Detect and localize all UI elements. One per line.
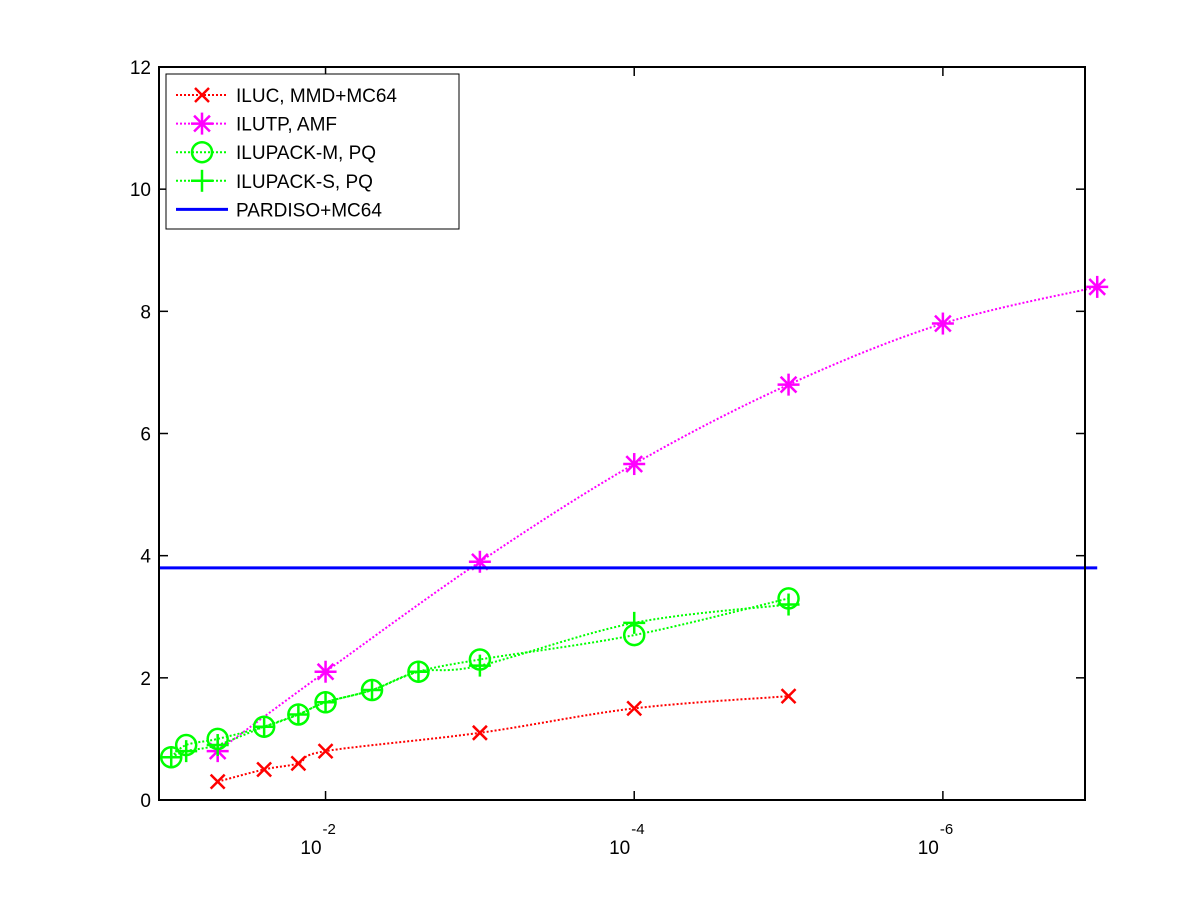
data-point-iluc-mmd-mc64 (626, 700, 643, 717)
series-line-iluc-mmd-mc64 (217, 695, 789, 783)
data-point-ilupack-s-pq (175, 740, 198, 763)
legend-marker (191, 112, 213, 135)
asterisk-stroke (779, 375, 798, 394)
asterisk-stroke (193, 114, 211, 133)
data-point-iluc-mmd-mc64 (780, 688, 797, 705)
x-tick-label-exponent: -4 (631, 821, 644, 838)
data-point-ilupack-s-pq (206, 734, 229, 757)
data-point-ilupack-s-pq (777, 593, 800, 616)
data-point-ilupack-s-pq (623, 611, 646, 634)
x-tick-label-exponent: -2 (323, 821, 336, 838)
data-point-iluc-mmd-mc64 (209, 773, 226, 790)
y-tick-label: 0 (140, 791, 151, 812)
data-point-iluc-mmd-mc64 (290, 755, 307, 772)
x-mark-stroke (317, 743, 334, 760)
x-mark-stroke (256, 761, 273, 778)
x-tick-label-exponent: -6 (940, 821, 953, 838)
x-mark-stroke (626, 700, 643, 717)
y-tick-label: 10 (130, 180, 151, 201)
legend-marker (191, 169, 213, 192)
legend: ILUC, MMD+MC64 ILUTP, AMF ILUPACK-M, PQ ILU… (165, 73, 460, 230)
asterisk-stroke (1088, 278, 1107, 296)
y-tick-label: 6 (140, 425, 151, 446)
data-point-ilupack-s-pq (468, 654, 491, 677)
data-point-iluc-mmd-mc64 (317, 743, 334, 760)
data-point-ilupack-s-pq (407, 660, 430, 683)
data-point-ilupack-s-pq (314, 691, 337, 714)
x-mark-stroke (472, 724, 488, 741)
data-point-ilupack-s-pq (361, 679, 384, 702)
y-tick-label: 12 (130, 58, 151, 79)
data-point-ilupack-s-pq (160, 746, 183, 769)
y-tick-label: 4 (140, 547, 151, 568)
x-tick-label-base: 10 (609, 838, 630, 859)
x-mark-stroke (780, 688, 797, 705)
data-point-ilutp-amf (1086, 275, 1109, 298)
legend-label: ILUPACK-M, PQ (236, 143, 376, 164)
legend-marker (190, 140, 214, 164)
legend-label: ILUTP, AMF (236, 115, 337, 136)
data-point-ilutp-amf (468, 550, 491, 573)
data-point-iluc-mmd-mc64 (472, 724, 488, 741)
x-mark-stroke (290, 755, 307, 772)
y-tick-label: 8 (140, 302, 151, 323)
data-point-ilupack-s-pq (253, 715, 276, 738)
legend-label: ILUC, MMD+MC64 (236, 86, 397, 107)
x-tick-label-base: 10 (300, 838, 321, 859)
data-point-ilutp-amf (623, 453, 646, 476)
x-mark-stroke (209, 773, 226, 790)
asterisk-stroke (934, 314, 952, 333)
legend-label: PARDISO+MC64 (236, 200, 382, 221)
data-point-ilutp-amf (931, 312, 954, 335)
x-tick-label-base: 10 (918, 838, 939, 859)
legend-label: ILUPACK-S, PQ (236, 172, 373, 193)
data-point-iluc-mmd-mc64 (256, 761, 273, 778)
y-tick-label: 2 (140, 669, 151, 690)
legend-marker (194, 87, 210, 103)
data-point-ilutp-amf (777, 373, 800, 396)
series-layer (159, 275, 1109, 790)
x-mark-stroke (194, 87, 210, 103)
asterisk-stroke (625, 455, 644, 473)
data-point-ilutp-amf (314, 660, 337, 683)
legend-box (165, 73, 460, 230)
series-line-ilupack-m-pq (170, 597, 789, 759)
data-point-ilupack-s-pq (287, 703, 310, 726)
asterisk-stroke (316, 662, 335, 681)
